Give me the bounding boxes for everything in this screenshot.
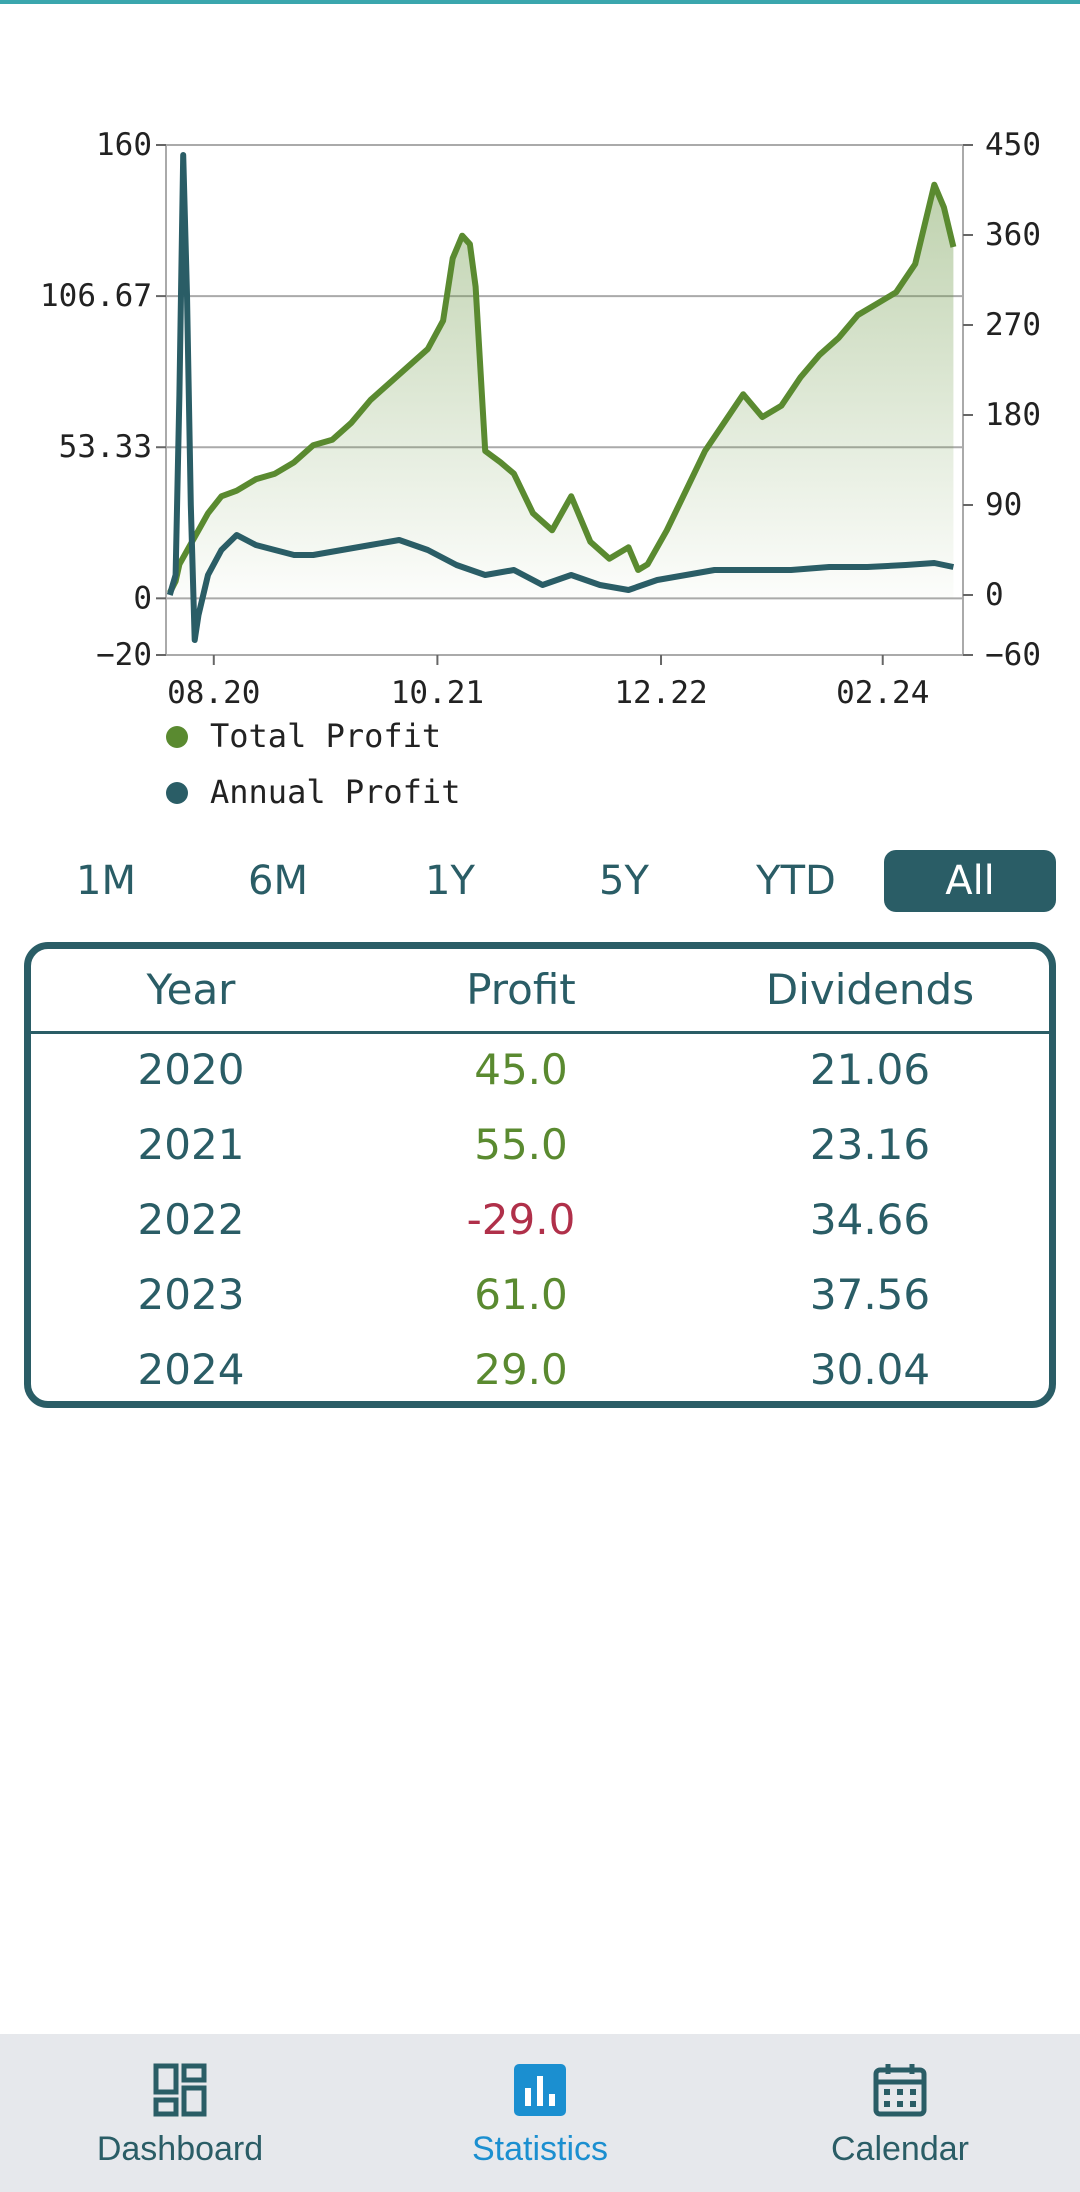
x-tick-label: 12.22 xyxy=(614,675,707,711)
row-dividends: 21.06 xyxy=(809,1045,931,1094)
y-right-tick-label: 360 xyxy=(985,217,1041,253)
x-tick-label: 08.20 xyxy=(167,675,260,711)
x-tick-label: 02.24 xyxy=(836,675,929,711)
y-right-tick-label: 90 xyxy=(985,487,1022,523)
y-left-tick-label: 53.33 xyxy=(59,429,152,465)
legend-marker xyxy=(166,782,188,804)
nav-statistics[interactable]: Statistics xyxy=(360,2034,720,2192)
nav-dashboard[interactable]: Dashboard xyxy=(0,2034,360,2192)
y-left-tick-label: 106.67 xyxy=(40,278,152,314)
header-dividends: Dividends xyxy=(765,965,975,1014)
header-year: Year xyxy=(146,965,236,1014)
chart-series xyxy=(166,152,957,643)
row-profit: 45.0 xyxy=(474,1045,568,1094)
profit-table: Year Profit Dividends 2020 45.0 21.06 20… xyxy=(24,942,1056,1408)
y-right-tick-label: 180 xyxy=(985,397,1041,433)
range-5y-button[interactable]: 5Y xyxy=(599,858,649,904)
y-right-tick-label: −60 xyxy=(985,637,1041,673)
range-selector: 1M 6M 1Y 5Y YTD All xyxy=(20,850,1060,912)
legend-label: Annual Profit xyxy=(210,773,460,811)
plot-frame xyxy=(165,144,964,656)
y-right-tick-label: 270 xyxy=(985,307,1041,343)
row-profit: 29.0 xyxy=(474,1345,568,1394)
table-row: 2024 29.0 30.04 xyxy=(31,1349,1049,1424)
range-ytd-button[interactable]: YTD xyxy=(756,858,836,904)
calendar-icon xyxy=(873,2064,927,2117)
range-all-button[interactable]: All xyxy=(884,850,1056,912)
row-year: 2024 xyxy=(137,1345,245,1394)
table-header: Year Profit Dividends xyxy=(31,949,1049,1034)
row-dividends: 30.04 xyxy=(809,1345,931,1394)
legend-label: Total Profit xyxy=(210,717,441,755)
row-profit: -29.0 xyxy=(466,1195,576,1244)
dashboard-icon xyxy=(153,2063,207,2117)
nav-calendar[interactable]: Calendar xyxy=(720,2034,1080,2192)
range-6m-button[interactable]: 6M xyxy=(248,858,308,904)
annual-profit-line xyxy=(166,152,955,643)
row-year: 2022 xyxy=(137,1195,245,1244)
total-profit-line xyxy=(167,181,957,595)
table-row: 2021 55.0 23.16 xyxy=(31,1124,1049,1199)
profit-chart-svg: 160 106.67 53.33 0 −20 450 360 270 180 90 0 −60 08.2… xyxy=(40,127,1041,811)
chart-legend: Total Profit Annual Profit xyxy=(166,717,460,811)
nav-statistics-label: Statistics xyxy=(471,2130,609,2168)
y-left-tick-label: 160 xyxy=(96,127,152,163)
chart-axes: 160 106.67 53.33 0 −20 450 360 270 180 90 0 −60 08.2… xyxy=(40,127,1041,711)
row-year: 2021 xyxy=(137,1120,245,1169)
row-dividends: 37.56 xyxy=(809,1270,931,1319)
table-row: 2022 -29.0 34.66 xyxy=(31,1199,1049,1274)
top-accent-bar xyxy=(0,0,1080,4)
row-profit: 55.0 xyxy=(474,1120,568,1169)
table-row: 2020 45.0 21.06 xyxy=(31,1049,1049,1124)
nav-calendar-label: Calendar xyxy=(831,2130,969,2168)
table-row: 2023 61.0 37.56 xyxy=(31,1274,1049,1349)
profit-chart: 160 106.67 53.33 0 −20 450 360 270 180 90 0 −60 08.2… xyxy=(0,110,1080,830)
y-left-tick-label: −20 xyxy=(96,637,152,673)
row-year: 2023 xyxy=(137,1270,245,1319)
header-profit: Profit xyxy=(466,965,576,1014)
y-left-tick-label: 0 xyxy=(133,580,152,616)
legend-marker xyxy=(166,726,188,748)
row-profit: 61.0 xyxy=(474,1270,568,1319)
bottom-navigation: Dashboard Statistics Calendar xyxy=(0,2034,1080,2192)
bar-chart-icon xyxy=(514,2064,566,2116)
row-dividends: 34.66 xyxy=(809,1195,931,1244)
nav-dashboard-label: Dashboard xyxy=(96,2130,264,2168)
x-tick-label: 10.21 xyxy=(391,675,484,711)
range-1m-button[interactable]: 1M xyxy=(76,858,136,904)
y-right-tick-label: 0 xyxy=(985,577,1004,613)
range-1y-button[interactable]: 1Y xyxy=(425,858,475,904)
y-right-tick-label: 450 xyxy=(985,127,1041,163)
row-dividends: 23.16 xyxy=(809,1120,931,1169)
total-profit-area xyxy=(169,184,954,599)
row-year: 2020 xyxy=(137,1045,245,1094)
